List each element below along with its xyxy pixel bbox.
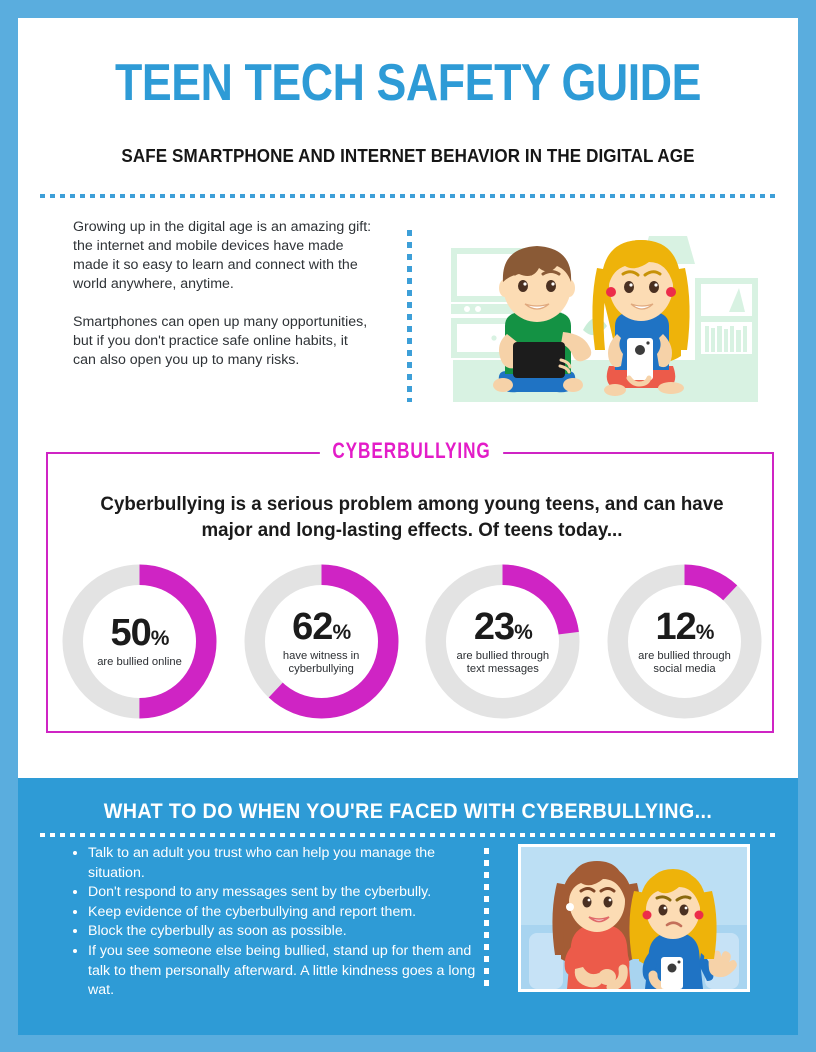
- list-item: Block the cyberbully as soon as possible…: [88, 922, 480, 942]
- teens-talking-illustration: [518, 844, 750, 992]
- response-vertical-divider: [484, 848, 489, 990]
- intro-vertical-divider: [407, 230, 412, 402]
- donut-number: 50: [110, 612, 152, 654]
- kids-with-devices-illustration: [433, 230, 758, 402]
- donut-svg: [244, 564, 399, 719]
- donut-center: 23% are bullied through text messages: [446, 585, 560, 698]
- donut-value: 12%: [655, 605, 715, 648]
- percent-symbol: %: [332, 620, 351, 644]
- donut-value: 50%: [110, 612, 170, 654]
- donut-label: have witness in cyberbullying: [282, 649, 360, 675]
- intro-text-block: Growing up in the digital age is an amaz…: [73, 218, 373, 370]
- donut-chart-witnessed-cyberbullying: 62% have witness in cyberbullying: [244, 564, 399, 719]
- donut-chart-social-media: 12% are bullied through social media: [607, 564, 762, 719]
- donut-center: 12% are bullied through social media: [627, 585, 741, 698]
- donut-center: 50% are bullied online: [83, 585, 196, 698]
- page-title: TEEN TECH SAFETY GUIDE: [114, 54, 702, 112]
- cyberbullying-lead-text: Cyberbullying is a serious problem among…: [100, 493, 724, 541]
- intro-paragraph-2: Smartphones can open up many opportuniti…: [73, 314, 368, 368]
- donut-svg: [62, 564, 217, 719]
- donut-center: 62% have witness in cyberbullying: [264, 585, 378, 698]
- donut-number: 62: [292, 605, 333, 648]
- response-tips-list: Talk to an adult you trust who can help …: [66, 844, 480, 1001]
- donut-label: are bullied online: [97, 656, 182, 668]
- donut-value: 62%: [292, 605, 351, 648]
- donut-number: 12: [655, 605, 696, 648]
- list-item: Don't respond to any messages sent by th…: [88, 883, 480, 903]
- intro-paragraph-1: Growing up in the digital age is an amaz…: [73, 219, 372, 292]
- donut-label: are bullied through text messages: [456, 649, 550, 675]
- list-item: Keep evidence of the cyberbullying and r…: [88, 903, 480, 923]
- response-section: WHAT TO DO WHEN YOU'RE FACED WITH CYBERB…: [18, 778, 798, 1035]
- cyberbullying-title-wrap: CYBERBULLYING: [48, 438, 776, 464]
- donut-label: are bullied through social media: [638, 649, 731, 675]
- percent-symbol: %: [695, 620, 715, 644]
- donut-svg: [607, 564, 762, 719]
- response-section-title: WHAT TO DO WHEN YOU'RE FACED WITH CYBERB…: [103, 800, 713, 823]
- response-divider: [40, 833, 776, 837]
- header-divider: [40, 194, 776, 198]
- cyberbullying-panel: CYBERBULLYING Cyberbullying is a serious…: [46, 438, 774, 733]
- list-item: Talk to an adult you trust who can help …: [88, 844, 480, 883]
- donut-value: 23%: [473, 605, 533, 648]
- cyberbullying-section-label: CYBERBULLYING: [320, 438, 504, 464]
- percent-symbol: %: [514, 620, 533, 644]
- donut-number: 23: [473, 605, 515, 648]
- list-item: If you see someone else being bullied, s…: [88, 942, 480, 1001]
- cyberbullying-stats-row: 50% are bullied online 62% have witness …: [62, 564, 762, 719]
- page-subtitle: SAFE SMARTPHONE AND INTERNET BEHAVIOR IN…: [121, 145, 695, 166]
- donut-chart-text-messages: 23% are bullied through text messages: [425, 564, 580, 719]
- donut-chart-bullied-online: 50% are bullied online: [62, 564, 217, 719]
- percent-symbol: %: [150, 627, 170, 650]
- donut-svg: [425, 564, 580, 719]
